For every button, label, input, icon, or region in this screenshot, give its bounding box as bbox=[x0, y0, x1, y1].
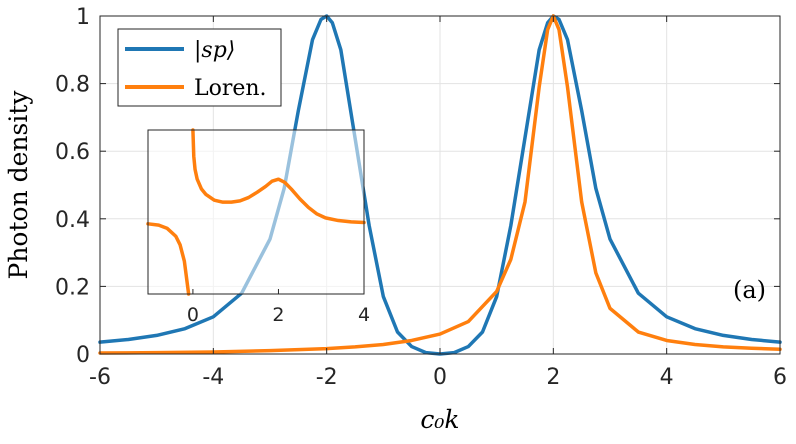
inset-x-tick-label: 2 bbox=[272, 304, 284, 326]
panel-label: (a) bbox=[733, 276, 766, 304]
inset-series-line bbox=[146, 222, 191, 296]
x-tick-label: 0 bbox=[433, 365, 447, 390]
x-tick-label: 4 bbox=[660, 365, 674, 390]
y-tick-label: 1 bbox=[76, 5, 90, 30]
x-axis-title: c₀k bbox=[420, 405, 459, 434]
legend-label-sp: |sp⟩ bbox=[194, 38, 235, 63]
x-tick-label: 2 bbox=[546, 365, 560, 390]
main-x-ticks: -6 -4 -2 0 2 4 6 bbox=[89, 16, 787, 390]
x-tick-label: -6 bbox=[89, 365, 111, 390]
inset-series-line bbox=[191, 128, 366, 225]
inset-frame bbox=[147, 129, 365, 295]
y-tick-label: 0.6 bbox=[55, 140, 90, 165]
legend: |sp⟩ Loren. bbox=[117, 28, 282, 107]
y-tick-label: 0 bbox=[76, 343, 90, 368]
x-tick-label: -4 bbox=[202, 365, 224, 390]
y-tick-label: 0.8 bbox=[55, 73, 90, 98]
inset-series-group bbox=[146, 128, 366, 296]
inset-background bbox=[148, 130, 364, 294]
inset-x-ticks: 0 2 4 bbox=[187, 289, 370, 326]
x-tick-label: 6 bbox=[773, 365, 787, 390]
legend-box bbox=[117, 28, 282, 107]
y-tick-label: 0.4 bbox=[55, 208, 90, 233]
y-axis-title: Photon density bbox=[4, 90, 33, 280]
inset-x-tick-label: 4 bbox=[358, 304, 370, 326]
legend-label-loren: Loren. bbox=[194, 76, 267, 101]
y-tick-label: 0.2 bbox=[55, 275, 90, 300]
main-y-ticks: 0 0.2 0.4 0.6 0.8 1 bbox=[55, 5, 780, 368]
series-line-loren bbox=[98, 14, 782, 355]
inset-x-tick-label: 0 bbox=[187, 304, 199, 326]
x-tick-label: -2 bbox=[316, 365, 338, 390]
